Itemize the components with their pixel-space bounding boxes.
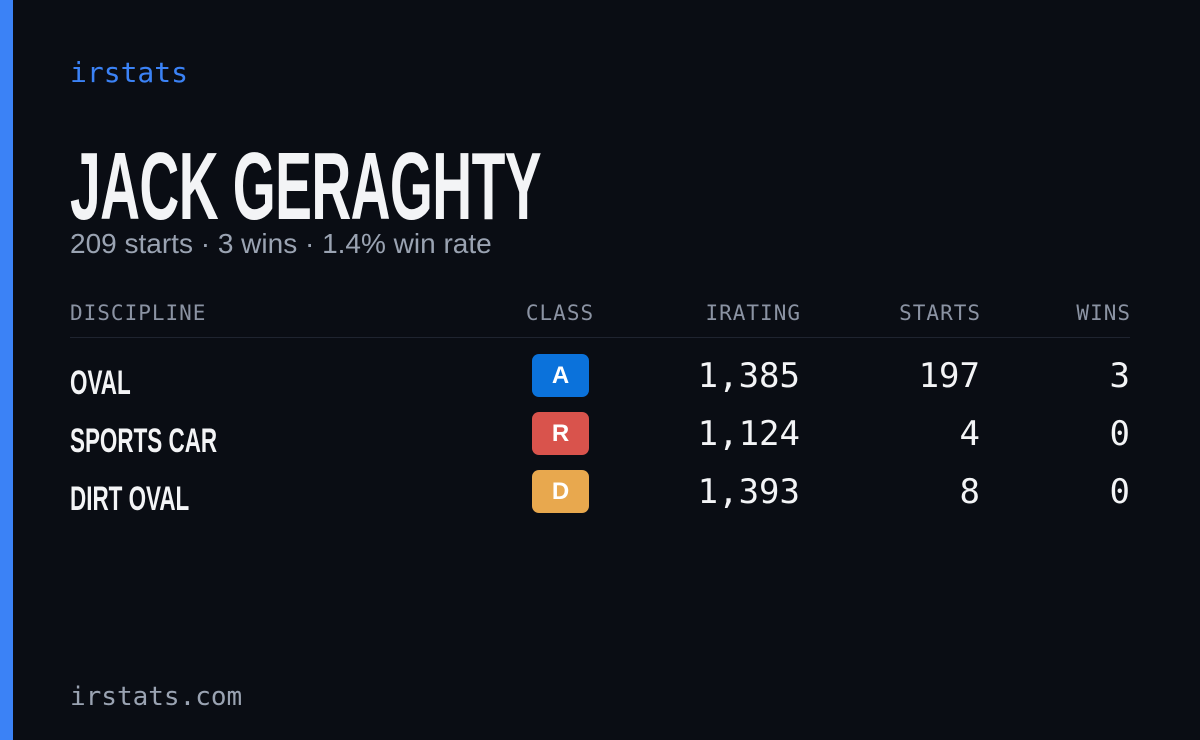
driver-summary: 209 starts · 3 wins · 1.4% win rate xyxy=(70,228,492,259)
column-header: IRATING xyxy=(705,301,801,325)
starts: 4 xyxy=(959,414,980,454)
class-badge: R xyxy=(532,412,589,455)
footer: irstats.com xyxy=(70,682,243,712)
irating: 1,124 xyxy=(697,414,800,454)
brand: irstats xyxy=(70,56,189,89)
driver-name: JACK GERAGHTY xyxy=(70,133,542,240)
column-header: CLASS xyxy=(525,301,595,325)
discipline: OVAL xyxy=(70,364,131,402)
column-header: WINS xyxy=(1076,301,1131,325)
starts: 197 xyxy=(918,356,980,396)
header-rule xyxy=(70,337,1130,338)
irating: 1,393 xyxy=(697,472,800,512)
accent-bar xyxy=(0,0,13,740)
wins: 0 xyxy=(1109,414,1130,454)
irating: 1,385 xyxy=(697,356,800,396)
wins: 3 xyxy=(1109,356,1130,396)
discipline: SPORTS CAR xyxy=(70,422,218,460)
wins: 0 xyxy=(1109,472,1130,512)
discipline: DIRT OVAL xyxy=(70,480,190,518)
column-header: STARTS xyxy=(899,301,981,325)
class-badge: A xyxy=(532,354,589,397)
starts: 8 xyxy=(959,472,980,512)
class-badge: D xyxy=(532,470,589,513)
column-header: DISCIPLINE xyxy=(70,301,207,325)
